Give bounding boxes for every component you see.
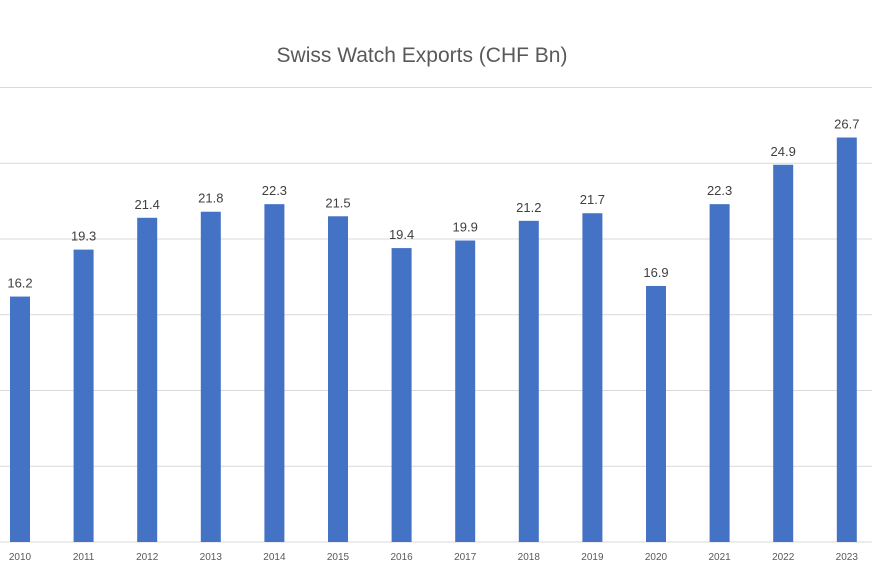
x-tick-label-2014: 2014 — [263, 552, 286, 563]
data-label-2023: 26.7 — [834, 116, 859, 131]
x-tick-label-2019: 2019 — [581, 552, 604, 563]
data-label-2017: 19.9 — [453, 220, 478, 235]
data-label-2016: 19.4 — [389, 227, 414, 242]
bar-2018 — [518, 220, 539, 542]
x-tick-label-2012: 2012 — [136, 552, 159, 563]
bar-2011 — [73, 249, 94, 543]
bar-2023 — [836, 137, 857, 542]
x-tick-label-2017: 2017 — [454, 552, 477, 563]
bar-2015 — [328, 216, 348, 542]
x-tick-label-2015: 2015 — [327, 552, 350, 563]
bar-2022 — [773, 164, 794, 542]
data-label-2012: 21.4 — [135, 197, 160, 212]
gridlines — [0, 87, 872, 543]
chart-title: Swiss Watch Exports (CHF Bn) — [276, 44, 568, 67]
data-label-2014: 22.3 — [262, 183, 287, 198]
data-label-2021: 22.3 — [707, 183, 732, 198]
x-tick-label-2010: 2010 — [9, 552, 32, 563]
x-tick-label-2011: 2011 — [73, 552, 95, 563]
data-label-2022: 24.9 — [771, 144, 796, 159]
data-labels: 16.2 19.3 21.4 21.8 22.3 21.5 19.4 19.9 21.2 21.7… — [7, 116, 859, 290]
x-tick-label-2021: 2021 — [708, 552, 731, 563]
data-label-2010: 16.2 — [7, 276, 32, 291]
x-tick-label-2022: 2022 — [772, 552, 795, 563]
bars — [10, 137, 857, 543]
data-label-2011: 19.3 — [71, 229, 96, 244]
data-label-2013: 21.8 — [198, 191, 223, 206]
bar-2020 — [646, 285, 666, 542]
data-label-2018: 21.2 — [516, 200, 541, 215]
bar-2010 — [10, 296, 30, 542]
x-tick-label-2020: 2020 — [645, 552, 668, 563]
bar-2019 — [582, 213, 603, 542]
x-tick-label-2023: 2023 — [836, 552, 859, 563]
data-label-2019: 21.7 — [580, 192, 605, 207]
bar-2014 — [264, 204, 285, 542]
bar-2021 — [709, 204, 730, 542]
bar-2013 — [200, 211, 221, 543]
bar-2017 — [455, 240, 476, 542]
x-tick-label-2013: 2013 — [200, 552, 223, 563]
bar-2012 — [137, 217, 158, 543]
x-tick-label-2018: 2018 — [518, 552, 541, 563]
data-label-2015: 21.5 — [325, 195, 350, 210]
data-label-2020: 16.9 — [643, 265, 668, 280]
bar-2016 — [391, 248, 412, 542]
x-axis-ticks: 2010 2011 2012 2013 2014 2015 2016 2017 2018 2019… — [9, 552, 858, 563]
x-tick-label-2016: 2016 — [390, 552, 413, 563]
